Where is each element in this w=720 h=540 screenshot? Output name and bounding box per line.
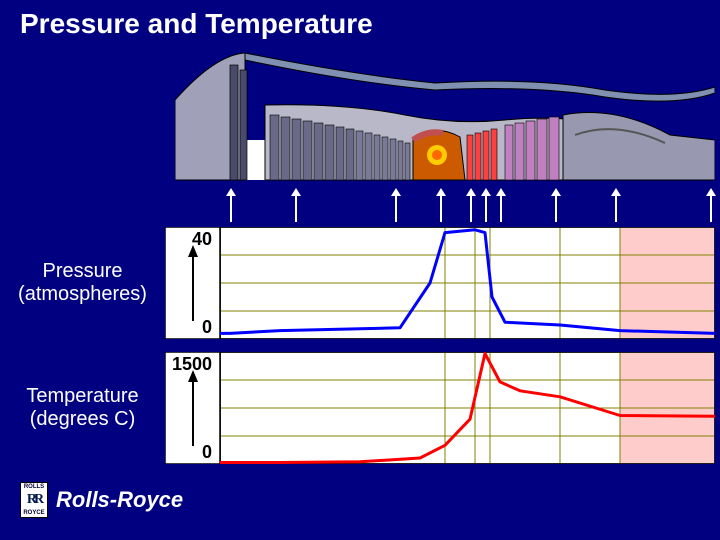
station-markers	[220, 190, 715, 225]
engine-cross-section	[175, 45, 715, 190]
pressure-label-1: Pressure	[42, 260, 122, 282]
slide-title: Pressure and Temperature	[0, 0, 720, 40]
brand-logo: RR Rolls-Royce	[20, 482, 183, 518]
temperature-chart: 1500 0	[165, 352, 715, 464]
temperature-axis-label: Temperature (degrees C)	[0, 385, 165, 431]
temperature-label-1: Temperature	[26, 385, 138, 407]
pressure-label-2: (atmospheres)	[18, 283, 147, 305]
temperature-label-2: (degrees C)	[30, 408, 136, 430]
svg-text:40: 40	[192, 229, 212, 249]
pressure-chart: 40 0	[165, 227, 715, 339]
svg-text:1500: 1500	[172, 354, 212, 374]
brand-text: Rolls-Royce	[56, 487, 183, 513]
pressure-chart-row: Pressure (atmospheres) 40 0	[0, 225, 720, 345]
pressure-axis-label: Pressure (atmospheres)	[0, 260, 165, 306]
svg-text:0: 0	[202, 317, 212, 337]
temperature-chart-row: Temperature (degrees C) 1500 0	[0, 350, 720, 470]
svg-text:0: 0	[202, 442, 212, 462]
rr-badge-icon: RR	[20, 482, 48, 518]
